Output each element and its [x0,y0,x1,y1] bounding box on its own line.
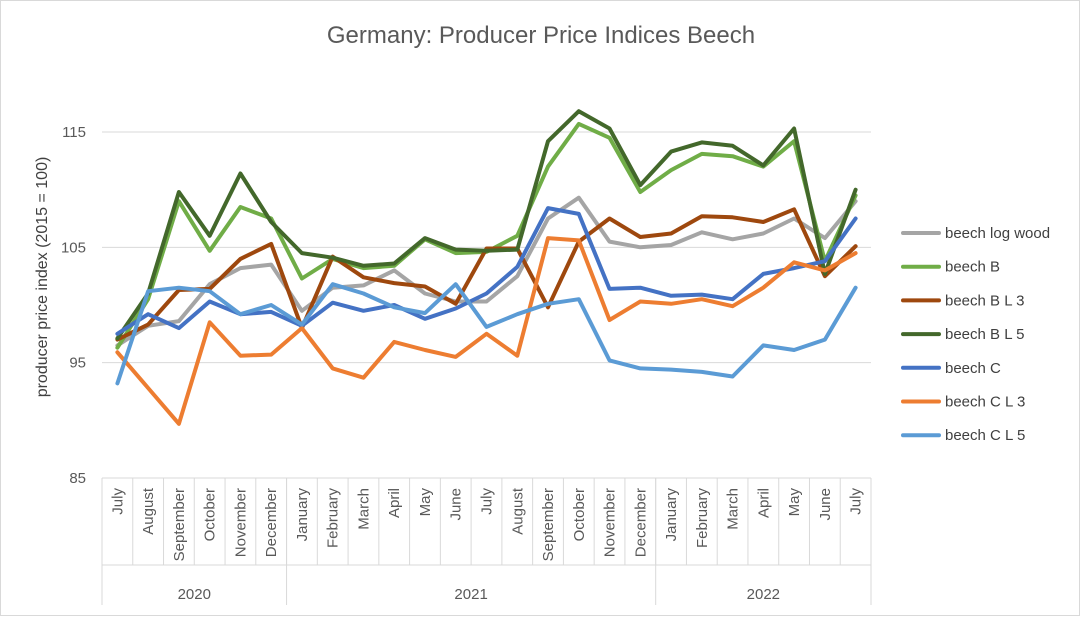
chart-title: Germany: Producer Price Indices Beech [327,22,755,49]
y-axis-ticks: 85 95 105 115 [61,124,86,487]
x-tick-label: October [571,488,588,541]
x-tick-label: December [632,488,649,557]
x-tick-label: September [540,488,557,561]
x-tick-label: April [386,488,403,518]
x-tick-label: August [509,487,526,535]
x-axis: July August September October November Decemb… [101,478,872,605]
x-tick-label: July [109,488,126,515]
series-lines [115,109,858,426]
x-tick-label: January [663,488,680,542]
x-tick-label: November [232,488,249,557]
x-tick-label: September [171,488,188,561]
legend: beech log wood beech B beech B L 3 beech B … [901,225,1050,444]
series-line-beech-b-l-5 [115,109,858,341]
legend-label: beech B [945,259,1000,276]
x-tick-label: July [848,488,865,515]
legend-label: beech log wood [945,225,1050,242]
x-tick-label: January [294,488,311,542]
series-line-beech-b-l-3 [115,207,858,342]
y-tick-label: 115 [62,124,86,141]
x-tick-label: March [725,488,742,530]
x-tick-label: June [817,488,834,521]
y-tick-label: 85 [69,470,86,487]
legend-label: beech C [945,360,1001,377]
y-tick-label: 105 [61,239,86,256]
x-tick-label: July [479,488,496,515]
year-label: 2022 [747,586,780,603]
legend-label: beech B L 3 [945,292,1025,309]
x-tick-label: June [448,488,465,521]
series-line-beech-c-l-3 [115,236,858,426]
x-tick-label: May [786,488,803,517]
year-label: 2021 [454,586,487,603]
y-axis-label: producer price index (2015 = 100) [34,157,51,398]
x-tick-label: May [417,488,434,517]
legend-label: beech C L 3 [945,394,1025,411]
legend-label: beech C L 5 [945,427,1025,444]
x-tick-label: December [263,488,280,557]
series-line-beech-log-wood [115,195,858,348]
series-line-beech-c-l-5 [115,282,858,386]
x-tick-label: October [202,488,219,541]
x-tick-label: August [140,487,157,535]
x-tick-label: March [355,488,372,530]
x-tick-label: February [694,488,711,549]
x-tick-label: November [602,488,619,557]
y-tick-label: 95 [69,355,86,372]
x-tick-label: February [325,488,342,549]
legend-label: beech B L 5 [945,326,1025,343]
x-tick-label: April [755,488,772,518]
year-label: 2020 [178,586,211,603]
